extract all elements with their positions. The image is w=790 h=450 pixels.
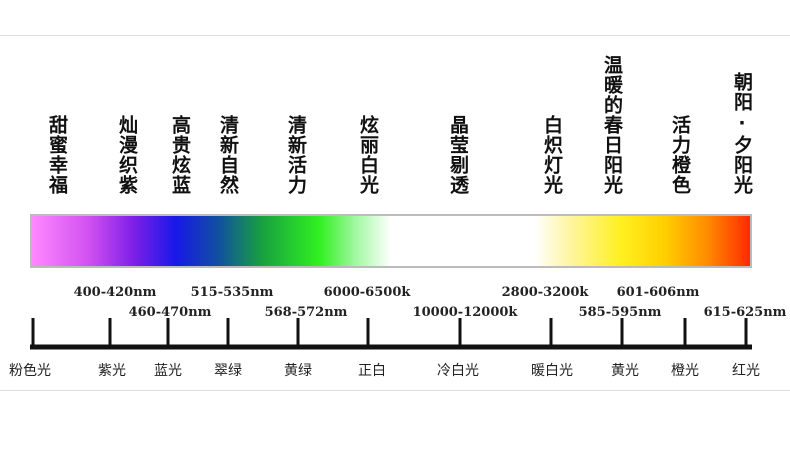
range-label: 568-572nm: [264, 305, 348, 320]
effect-label: 灿漫织紫: [116, 115, 138, 195]
effect-label: 朝阳·夕阳光: [731, 72, 753, 195]
color-label: 蓝光: [154, 363, 182, 379]
range-label: 601-606nm: [616, 285, 700, 300]
color-label: 粉色光: [9, 363, 51, 379]
effect-label: 晶莹剔透: [447, 115, 469, 195]
effect-label: 白炽灯光: [541, 115, 563, 195]
color-label: 红光: [732, 363, 760, 379]
effect-label: 甜蜜幸福: [46, 115, 68, 195]
range-label: 515-535nm: [190, 285, 274, 300]
range-label: 10000-12000k: [412, 305, 518, 320]
color-label: 翠绿: [214, 363, 242, 379]
color-label: 橙光: [671, 363, 699, 379]
effect-label: 炫丽白光: [357, 115, 379, 195]
range-label: 6000-6500k: [323, 285, 411, 300]
effect-label: 清新活力: [285, 115, 307, 195]
effect-label: 高贵炫蓝: [169, 115, 191, 195]
frame-line: [0, 390, 790, 391]
color-label: 冷白光: [437, 363, 479, 379]
effect-label: 温暖的春日阳光: [601, 55, 623, 195]
range-label: 460-470nm: [128, 305, 212, 320]
color-label: 暖白光: [531, 363, 573, 379]
range-label: 400-420nm: [73, 285, 157, 300]
spectrum-bar: [30, 214, 752, 268]
color-label: 正白: [358, 363, 386, 379]
effect-label: 清新自然: [217, 115, 239, 195]
range-label: 2800-3200k: [501, 285, 589, 300]
effect-label: 活力橙色: [669, 115, 691, 195]
frame-line: [0, 35, 790, 36]
color-label: 黄光: [611, 363, 639, 379]
range-label: 585-595nm: [578, 305, 662, 320]
color-label: 紫光: [98, 363, 126, 379]
range-label: 615-625nm: [703, 305, 787, 320]
color-label: 黄绿: [284, 363, 312, 379]
